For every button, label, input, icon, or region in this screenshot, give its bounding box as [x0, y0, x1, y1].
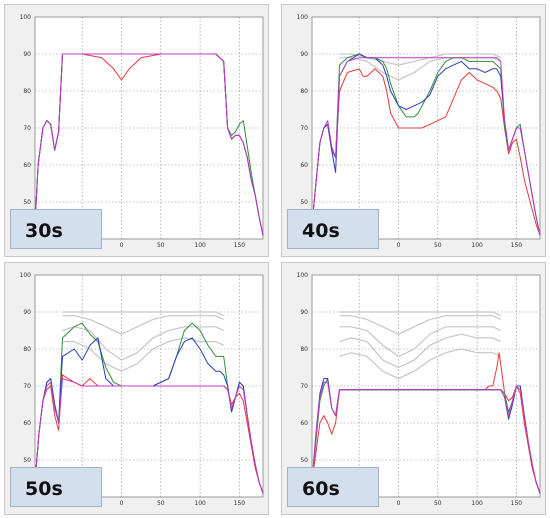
ghost-series-line: [62, 311, 224, 317]
y-tick-label: 70: [300, 383, 308, 390]
ghost-series-line: [62, 337, 224, 372]
x-tick-label: 0: [120, 242, 124, 249]
y-tick-label: 70: [23, 383, 31, 390]
chart-panel-30s: 405060708090100-50050100150 30s: [4, 4, 269, 257]
ghost-series-line: [339, 53, 501, 66]
y-tick-label: 50: [23, 457, 31, 464]
chart-panel-50s: 405060708090100-50050100150 50s: [4, 262, 269, 515]
time-label-30s: 30s: [10, 209, 102, 249]
y-tick-label: 60: [300, 420, 308, 427]
x-tick-label: 50: [434, 500, 442, 507]
x-tick-label: 100: [471, 500, 483, 507]
y-tick-label: 50: [23, 199, 31, 206]
x-tick-label: 150: [511, 242, 523, 249]
y-tick-label: 70: [23, 125, 31, 132]
y-tick-label: 100: [297, 14, 309, 21]
line-chart-40s: 405060708090100-50050100150: [297, 14, 541, 249]
chart-panel-40s: 405060708090100-50050100150 40s: [281, 4, 546, 257]
y-tick-label: 100: [297, 272, 309, 279]
y-tick-label: 90: [23, 309, 31, 316]
time-label-40s: 40s: [287, 209, 379, 249]
series-line-magenta: [34, 378, 264, 494]
y-tick-label: 80: [23, 88, 31, 95]
y-tick-label: 60: [23, 162, 31, 169]
time-label-50s: 50s: [10, 467, 102, 507]
x-tick-label: 100: [194, 500, 206, 507]
y-tick-label: 60: [300, 162, 308, 169]
y-tick-label: 50: [300, 457, 308, 464]
y-tick-label: 90: [23, 51, 31, 58]
y-tick-label: 60: [23, 420, 31, 427]
x-tick-label: 100: [471, 242, 483, 249]
ghost-series-line: [62, 315, 224, 335]
y-tick-label: 70: [300, 125, 308, 132]
line-chart-60s: 405060708090100-50050100150: [297, 272, 541, 507]
x-tick-label: 100: [194, 242, 206, 249]
y-tick-label: 80: [300, 346, 308, 353]
y-tick-label: 100: [20, 14, 32, 21]
y-tick-label: 100: [20, 272, 32, 279]
x-tick-label: 150: [511, 500, 523, 507]
ghost-series-line: [339, 315, 501, 335]
x-tick-label: 50: [157, 242, 165, 249]
x-tick-label: 50: [157, 500, 165, 507]
y-tick-label: 90: [300, 309, 308, 316]
time-label-60s: 60s: [287, 467, 379, 507]
series-line-magenta: [311, 57, 541, 236]
series-line-red: [311, 352, 541, 494]
y-tick-label: 80: [300, 88, 308, 95]
ghost-series-line: [339, 326, 501, 358]
line-chart-50s: 405060708090100-50050100150: [20, 272, 264, 507]
x-tick-label: 150: [234, 500, 246, 507]
x-tick-label: 0: [120, 500, 124, 507]
y-tick-label: 50: [300, 199, 308, 206]
series-line-magenta: [311, 381, 541, 494]
x-tick-label: 0: [397, 500, 401, 507]
x-tick-label: 50: [434, 242, 442, 249]
y-tick-label: 90: [300, 51, 308, 58]
x-tick-label: 0: [397, 242, 401, 249]
series-line-magenta: [34, 53, 264, 236]
line-chart-30s: 405060708090100-50050100150: [20, 14, 264, 249]
ghost-series-line: [339, 311, 501, 317]
y-tick-label: 80: [23, 346, 31, 353]
ghost-series-line: [339, 333, 501, 369]
chart-panel-60s: 405060708090100-50050100150 60s: [281, 262, 546, 515]
ghost-series-line: [339, 348, 501, 380]
x-tick-label: 150: [234, 242, 246, 249]
